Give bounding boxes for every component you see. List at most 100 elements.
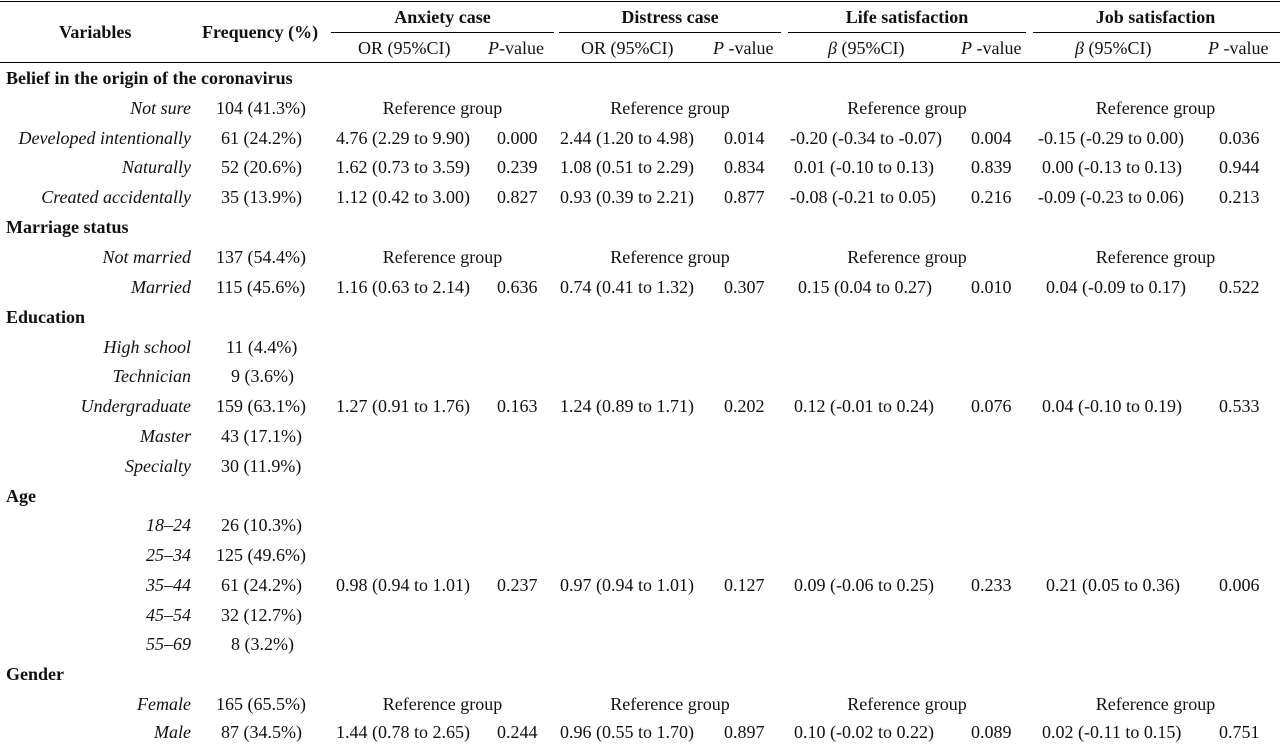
row-frequency: 26 (10.3%)	[221, 515, 302, 535]
life-beta: 0.12 (-0.01 to 0.24)	[794, 396, 934, 416]
row-label: Male	[154, 722, 191, 742]
anxiety-or: 4.76 (2.29 to 9.90)	[336, 128, 470, 148]
life-p: 0.233	[971, 575, 1012, 595]
row-label: Female	[137, 694, 191, 714]
anxiety-or: 0.98 (0.94 to 1.01)	[336, 575, 470, 595]
job-beta: 0.21 (0.05 to 0.36)	[1046, 575, 1180, 595]
anxiety-p: 0.237	[497, 575, 538, 595]
distress-or: 0.96 (0.55 to 1.70)	[560, 722, 694, 742]
life-p: 0.076	[971, 396, 1012, 416]
row-frequency: 9 (3.6%)	[231, 366, 294, 386]
life-p: 0.010	[971, 277, 1012, 297]
distress-p: 0.307	[724, 277, 765, 297]
job-beta: 0.00 (-0.13 to 0.13)	[1042, 157, 1182, 177]
header-bottom-rule	[0, 62, 1280, 63]
row-label: 25–34	[146, 545, 191, 565]
group-rule-distress	[559, 32, 781, 33]
section-title: Age	[6, 486, 36, 506]
subheader-job-beta: β (95%CI)	[1075, 38, 1152, 58]
job-beta: 0.04 (-0.09 to 0.17)	[1046, 277, 1186, 297]
reference-group: Reference group	[382, 694, 503, 714]
row-frequency: 32 (12.7%)	[221, 605, 302, 625]
reference-group: Reference group	[610, 694, 730, 714]
distress-p: 0.877	[724, 187, 765, 207]
job-p: 0.006	[1219, 575, 1260, 595]
life-beta: -0.20 (-0.34 to -0.07)	[790, 128, 942, 148]
subheader-life-p: P -value	[961, 38, 1022, 58]
distress-or: 0.97 (0.94 to 1.01)	[560, 575, 694, 595]
distress-p: 0.202	[724, 396, 765, 416]
reference-group: Reference group	[382, 98, 503, 118]
anxiety-p: 0.244	[497, 722, 538, 742]
row-frequency: 115 (45.6%)	[216, 277, 306, 297]
job-p: 0.944	[1219, 157, 1260, 177]
anxiety-or: 1.62 (0.73 to 3.59)	[336, 157, 470, 177]
row-label: Naturally	[121, 157, 191, 177]
row-frequency: 137 (54.4%)	[216, 247, 306, 267]
job-p: 0.036	[1219, 128, 1260, 148]
header-distress: Distress case	[621, 7, 719, 27]
group-rule-life	[788, 32, 1026, 33]
row-frequency: 159 (63.1%)	[216, 396, 306, 416]
row-frequency: 165 (65.5%)	[216, 694, 306, 714]
anxiety-p: 0.000	[497, 128, 538, 148]
distress-or: 1.08 (0.51 to 2.29)	[560, 157, 694, 177]
reference-group: Reference group	[382, 247, 503, 267]
life-beta: 0.01 (-0.10 to 0.13)	[794, 157, 934, 177]
section-title: Marriage status	[6, 217, 129, 237]
header-job-satisfaction: Job satisfaction	[1095, 7, 1216, 27]
anxiety-p: 0.827	[497, 187, 538, 207]
anxiety-or: 1.44 (0.78 to 2.65)	[336, 722, 470, 742]
anxiety-or: 1.12 (0.42 to 3.00)	[336, 187, 470, 207]
reference-group: Reference group	[847, 247, 967, 267]
life-beta: 0.09 (-0.06 to 0.25)	[794, 575, 934, 595]
section-title: Gender	[6, 664, 64, 684]
life-beta: -0.08 (-0.21 to 0.05)	[790, 187, 936, 207]
row-label: 55–69	[146, 634, 191, 654]
distress-or: 2.44 (1.20 to 4.98)	[560, 128, 694, 148]
row-label: Undergraduate	[80, 396, 191, 416]
reference-group: Reference group	[610, 247, 730, 267]
row-label: High school	[103, 337, 192, 357]
row-label: Married	[131, 277, 191, 297]
job-p: 0.751	[1219, 722, 1260, 742]
top-rule	[0, 1, 1280, 2]
row-frequency: 125 (49.6%)	[216, 545, 306, 565]
distress-p: 0.014	[724, 128, 765, 148]
life-beta: 0.10 (-0.02 to 0.22)	[794, 722, 934, 742]
row-frequency: 43 (17.1%)	[221, 426, 302, 446]
subheader-anxiety-or: OR (95%CI)	[358, 38, 451, 58]
distress-p: 0.127	[724, 575, 765, 595]
row-label: Not sure	[130, 98, 191, 118]
row-label: Specialty	[125, 456, 191, 476]
reference-group: Reference group	[1095, 247, 1216, 267]
row-frequency: 52 (20.6%)	[221, 157, 302, 177]
subheader-job-p: P -value	[1208, 38, 1269, 58]
section-title: Belief in the origin of the coronavirus	[6, 68, 293, 88]
row-label: Not married	[102, 247, 191, 267]
subheader-distress-or: OR (95%CI)	[581, 38, 674, 58]
job-p: 0.522	[1219, 277, 1260, 297]
row-label: 18–24	[146, 515, 191, 535]
row-frequency: 30 (11.9%)	[221, 456, 302, 476]
anxiety-p: 0.163	[497, 396, 538, 416]
job-beta: 0.04 (-0.10 to 0.19)	[1042, 396, 1182, 416]
job-beta: -0.09 (-0.23 to 0.06)	[1038, 187, 1184, 207]
row-frequency: 87 (34.5%)	[221, 722, 302, 742]
reference-group: Reference group	[1095, 694, 1216, 714]
reference-group: Reference group	[1095, 98, 1216, 118]
distress-or: 1.24 (0.89 to 1.71)	[560, 396, 694, 416]
distress-or: 0.93 (0.39 to 2.21)	[560, 187, 694, 207]
row-label: 45–54	[146, 605, 191, 625]
header-frequency: Frequency (%)	[202, 22, 319, 42]
life-p: 0.216	[971, 187, 1012, 207]
reference-group: Reference group	[847, 98, 967, 118]
anxiety-p: 0.239	[497, 157, 538, 177]
distress-p: 0.834	[724, 157, 765, 177]
row-frequency: 35 (13.9%)	[221, 187, 302, 207]
row-label: Master	[140, 426, 191, 446]
reference-group: Reference group	[847, 694, 967, 714]
group-rule-job	[1033, 32, 1280, 33]
reference-group: Reference group	[610, 98, 730, 118]
